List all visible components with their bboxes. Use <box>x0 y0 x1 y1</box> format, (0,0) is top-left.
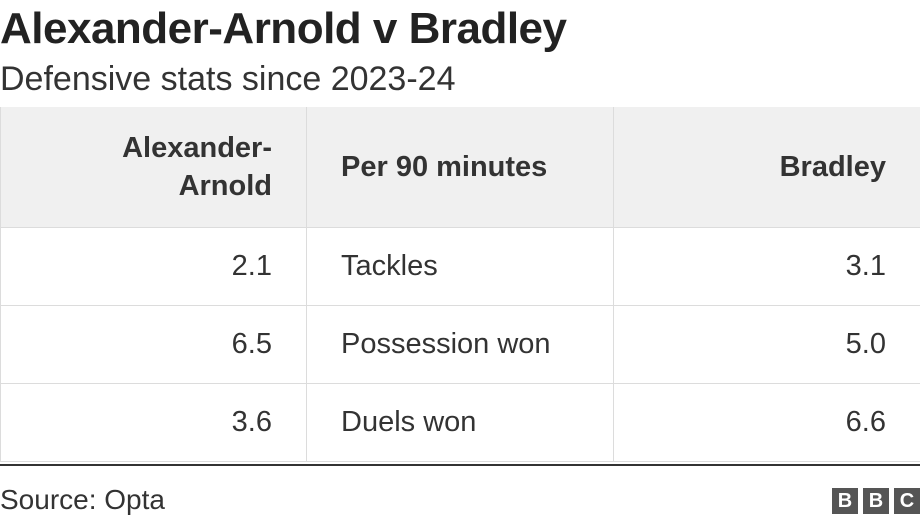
title: Alexander-Arnold v Bradley <box>0 4 567 53</box>
header-row: Alexander-Arnold Per 90 minutes Bradley <box>0 107 920 228</box>
source: Source: Opta <box>0 484 165 515</box>
stat-value: 6.6 <box>613 383 920 462</box>
logo-letter: C <box>894 488 920 514</box>
table-row: 6.5 Possession won 5.0 <box>0 305 920 384</box>
subtitle: Defensive stats since 2023-24 <box>0 60 456 98</box>
stat-value: 2.1 <box>0 227 307 306</box>
stat-value: 5.0 <box>613 305 920 384</box>
stat-label: Duels won <box>306 383 614 462</box>
stat-value: 6.5 <box>0 305 307 384</box>
column-header: Alexander-Arnold <box>0 107 307 228</box>
bottom-rule <box>0 464 920 466</box>
stat-label: Tackles <box>306 227 614 306</box>
table-body: 2.1 Tackles 3.1 6.5 Possession won 5.0 3.6 Duel… <box>0 227 920 462</box>
column-header: Bradley <box>613 107 920 228</box>
stat-value: 3.6 <box>0 383 307 462</box>
stat-value: 3.1 <box>613 227 920 306</box>
logo-letter: B <box>832 488 858 514</box>
stat-label: Possession won <box>306 305 614 384</box>
stats-table: Alexander-Arnold Per 90 minutes Bradley … <box>0 107 920 462</box>
column-header: Per 90 minutes <box>306 107 614 228</box>
table-row: 3.6 Duels won 6.6 <box>0 383 920 462</box>
table-row: 2.1 Tackles 3.1 <box>0 227 920 306</box>
logo-letter: B <box>863 488 889 514</box>
